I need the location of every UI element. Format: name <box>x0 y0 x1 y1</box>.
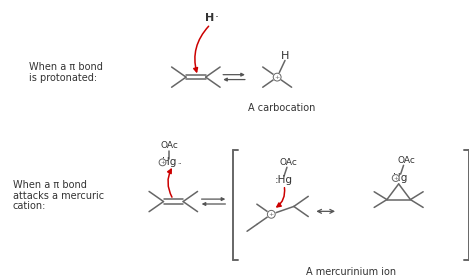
Circle shape <box>273 73 281 81</box>
Text: Hg: Hg <box>162 157 177 167</box>
Text: +: + <box>274 75 280 80</box>
Text: When a π bond: When a π bond <box>13 180 86 190</box>
Circle shape <box>267 210 275 218</box>
Text: OAc: OAc <box>280 158 298 167</box>
Text: attacks a mercuric: attacks a mercuric <box>13 191 104 201</box>
Text: Hg: Hg <box>393 173 408 183</box>
Text: +: + <box>393 175 398 180</box>
Text: +: + <box>269 212 274 217</box>
Circle shape <box>159 159 166 166</box>
Text: ·: · <box>214 11 219 24</box>
Text: ··: ·· <box>177 161 182 167</box>
Text: cation:: cation: <box>13 202 46 212</box>
Text: OAc: OAc <box>161 141 178 150</box>
Text: A mercurinium ion: A mercurinium ion <box>306 267 396 277</box>
Text: A carbocation: A carbocation <box>248 103 316 113</box>
Circle shape <box>392 175 399 182</box>
Text: When a π bond: When a π bond <box>29 62 103 72</box>
Text: is protonated:: is protonated: <box>29 73 98 83</box>
Text: H: H <box>281 51 289 61</box>
Text: :Hg: :Hg <box>275 175 293 185</box>
Text: +: + <box>160 160 165 165</box>
Text: OAc: OAc <box>398 156 415 165</box>
Text: H: H <box>205 13 214 23</box>
